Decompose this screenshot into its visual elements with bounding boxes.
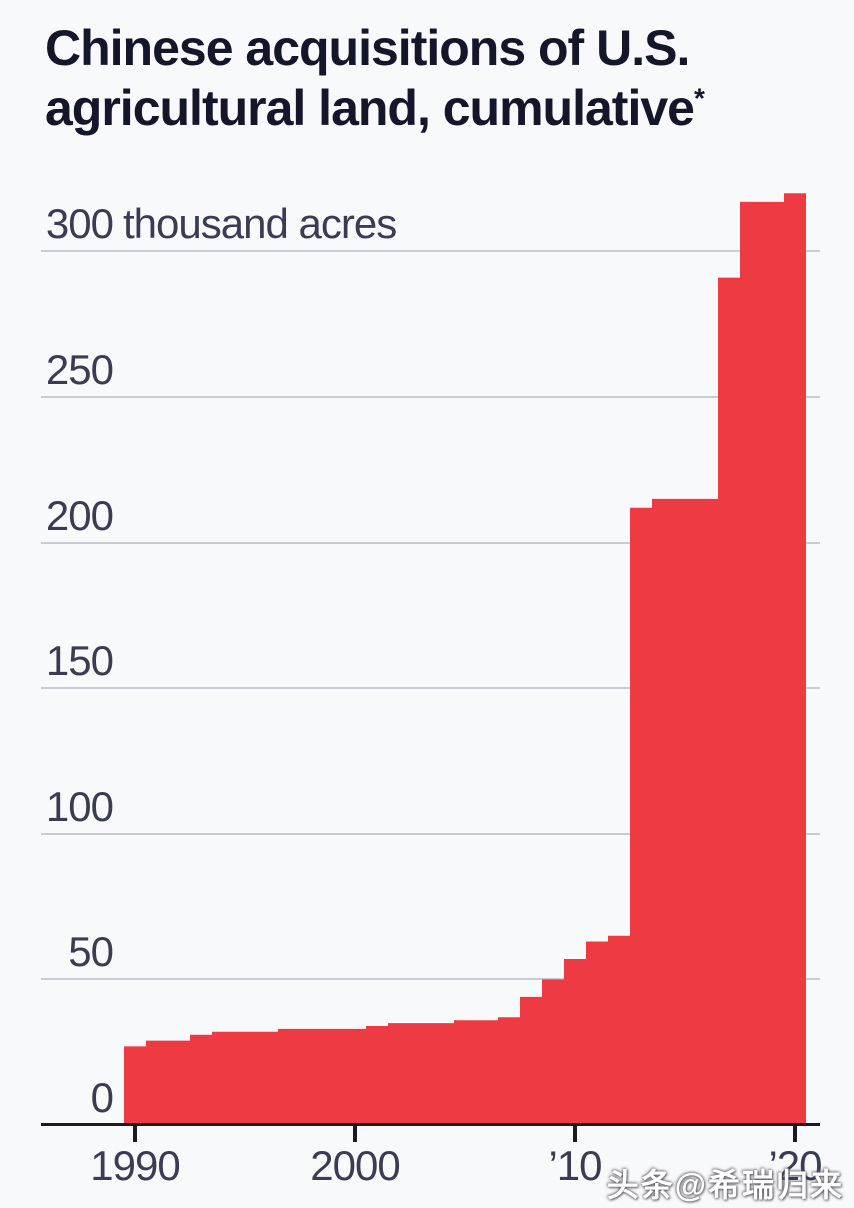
y-axis-label-300: 300 thousand acres [41, 199, 397, 249]
y-axis-tick-value: 200 [45, 491, 114, 539]
gridline-150 [41, 687, 820, 690]
gridline-100 [41, 832, 820, 835]
gridline-50 [41, 978, 820, 981]
y-axis-label-0: 0 [41, 1073, 114, 1123]
y-axis-label-200: 200 [41, 491, 114, 541]
x-axis-label-2010: ’10 [548, 1142, 602, 1189]
x-axis-tick-1990 [133, 1126, 137, 1142]
y-axis-tick-value: 0 [90, 1074, 114, 1121]
footnote-asterisk: * [693, 82, 705, 114]
y-axis-tick-value: 100 [45, 782, 114, 830]
y-axis-tick-value: 50 [68, 928, 114, 976]
gridline-250 [41, 396, 820, 398]
x-axis-tick-2020 [793, 1126, 797, 1142]
gridline-300 [41, 250, 820, 253]
y-axis-label-250: 250 [41, 345, 114, 395]
chart-title-line-1: Chinese acquisitions of U.S. [45, 20, 690, 76]
x-axis-label-2000: 2000 [310, 1142, 400, 1189]
y-axis-tick-value: 300 [45, 200, 114, 248]
chart-title: Chinese acquisitions of U.S. agricultura… [45, 18, 835, 138]
y-axis-label-100: 100 [41, 782, 114, 832]
y-axis-tick-value: 250 [45, 346, 114, 393]
y-axis-label-50: 50 [41, 927, 114, 977]
watermark-text: 头条@希瑞归来 [606, 1167, 844, 1203]
x-axis-label-1990: 1990 [90, 1142, 180, 1189]
gridline-200 [41, 541, 820, 544]
y-axis-label-150: 150 [41, 636, 114, 686]
chart-title-line-2: agricultural land, cumulative* [45, 78, 835, 138]
x-axis-tick-2000 [353, 1126, 357, 1142]
x-axis-line [41, 1123, 820, 1126]
y-axis-unit-label: thousand acres [123, 200, 397, 248]
x-axis-tick-2010 [573, 1126, 577, 1142]
chart-title-line-2-text: agricultural land, cumulative [45, 80, 695, 136]
y-axis-tick-value: 150 [45, 637, 114, 685]
x-axis-label-2020: ’20 [768, 1142, 822, 1189]
area-step-path [124, 193, 806, 1125]
